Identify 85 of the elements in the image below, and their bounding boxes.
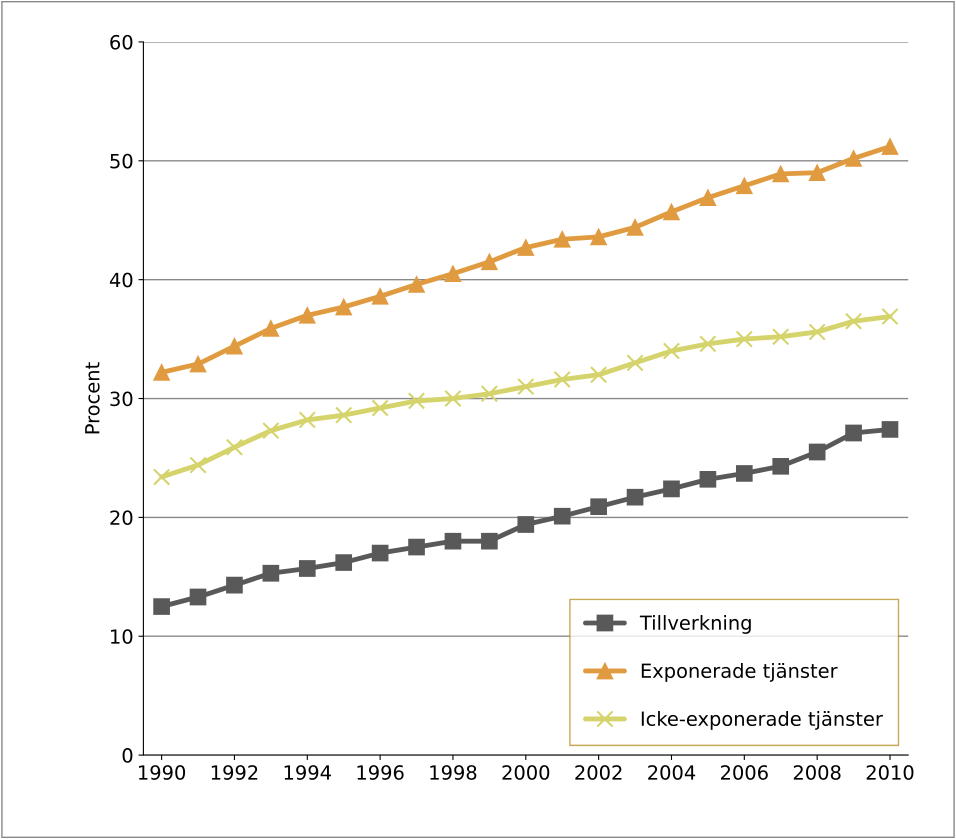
point bbox=[226, 438, 244, 456]
y-tick-label: 40 bbox=[110, 272, 132, 288]
point bbox=[262, 422, 280, 440]
point bbox=[153, 364, 170, 381]
y-tick-label: 0 bbox=[122, 748, 132, 763]
y-tick-label: 30 bbox=[110, 391, 132, 406]
point bbox=[226, 338, 243, 355]
point bbox=[626, 354, 644, 372]
point bbox=[153, 598, 170, 615]
point bbox=[882, 138, 898, 155]
point bbox=[481, 532, 498, 550]
point bbox=[590, 228, 607, 246]
y-tick-label: 50 bbox=[110, 154, 132, 168]
point bbox=[808, 323, 826, 341]
y-tick-label: 20 bbox=[110, 510, 132, 526]
point bbox=[736, 177, 753, 194]
point bbox=[881, 308, 899, 326]
point bbox=[626, 219, 644, 236]
point bbox=[480, 385, 498, 402]
point bbox=[408, 392, 426, 410]
point bbox=[663, 204, 680, 220]
x-tick-label: 1996 bbox=[358, 765, 404, 780]
y-tick-label: 60 bbox=[110, 34, 132, 50]
y-tick-label: 10 bbox=[111, 629, 132, 644]
point bbox=[298, 306, 316, 324]
x-tick-label: 2000 bbox=[502, 765, 550, 780]
point bbox=[408, 276, 425, 293]
point bbox=[444, 265, 462, 282]
point bbox=[408, 538, 425, 556]
point bbox=[190, 356, 206, 372]
point bbox=[372, 288, 388, 305]
point bbox=[808, 444, 826, 460]
point bbox=[190, 588, 206, 606]
point bbox=[844, 312, 862, 330]
point bbox=[481, 254, 498, 270]
point bbox=[845, 424, 862, 442]
point bbox=[772, 458, 790, 475]
point bbox=[262, 320, 280, 337]
x-tick-label: 1992 bbox=[212, 765, 258, 780]
point bbox=[262, 564, 280, 582]
point bbox=[700, 189, 716, 206]
point bbox=[372, 544, 388, 562]
point bbox=[298, 560, 316, 577]
x-tick-label: 2006 bbox=[720, 765, 768, 780]
x-tick-label: 1998 bbox=[430, 765, 476, 780]
point bbox=[808, 164, 826, 182]
point bbox=[444, 532, 462, 550]
point bbox=[699, 335, 717, 353]
point bbox=[554, 230, 571, 248]
legend-label: Tillverkning bbox=[640, 615, 751, 634]
point bbox=[371, 399, 389, 417]
point bbox=[226, 576, 243, 594]
point bbox=[662, 342, 680, 360]
x-tick-label: 2002 bbox=[575, 765, 622, 780]
point bbox=[736, 330, 753, 348]
point bbox=[626, 488, 644, 506]
point bbox=[590, 366, 608, 384]
point bbox=[700, 471, 716, 488]
point bbox=[845, 150, 862, 167]
point bbox=[444, 390, 462, 408]
point bbox=[772, 328, 790, 346]
x-tick-label: 2010 bbox=[866, 765, 914, 780]
point bbox=[335, 298, 352, 316]
x-tick-label: 2008 bbox=[794, 765, 841, 780]
point bbox=[554, 508, 571, 525]
point bbox=[298, 411, 316, 429]
point bbox=[335, 406, 352, 424]
point bbox=[772, 166, 790, 182]
legend-label: Icke-exponerade tjänster bbox=[642, 711, 883, 730]
x-tick-label: 1990 bbox=[139, 765, 186, 780]
legend-label: Exponerade tjänster bbox=[642, 663, 838, 682]
point bbox=[517, 239, 534, 256]
x-tick-label: 2004 bbox=[648, 765, 696, 780]
point bbox=[736, 465, 753, 482]
y-axis-title: Procent bbox=[85, 362, 100, 434]
point bbox=[882, 421, 898, 438]
point bbox=[663, 480, 680, 498]
x-tick-label: 1994 bbox=[284, 765, 331, 780]
point bbox=[554, 370, 571, 388]
point bbox=[517, 378, 534, 396]
point bbox=[152, 468, 170, 486]
point bbox=[590, 498, 607, 516]
point bbox=[189, 456, 207, 474]
point bbox=[517, 516, 534, 533]
point bbox=[335, 554, 352, 571]
